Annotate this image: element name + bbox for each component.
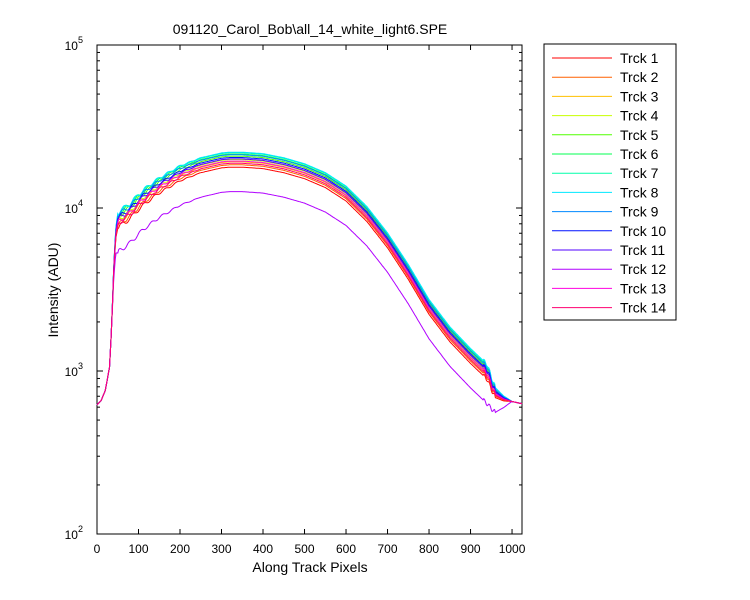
y-axis-ticks: 102 103 104 105 — [65, 35, 522, 542]
y-axis-label: Intensity (ADU) — [45, 243, 61, 338]
legend-label: Trck 1 — [620, 50, 659, 66]
x-axis-label: Along Track Pixels — [252, 559, 367, 575]
legend-label: Trck 13 — [620, 280, 666, 296]
y-tick-label: 105 — [65, 35, 83, 53]
plot-lines — [96, 151, 523, 414]
legend-label: Trck 6 — [620, 146, 659, 162]
x-tick-label: 600 — [336, 542, 356, 556]
x-tick-label: 1000 — [499, 542, 526, 556]
axes-box — [96, 44, 523, 535]
x-tick-label: 700 — [378, 542, 398, 556]
series-line-14 — [96, 162, 523, 406]
chart-title: 091120_Carol_Bob\all_14_white_light6.SPE — [173, 21, 448, 37]
x-tick-label: 500 — [295, 542, 315, 556]
series-line-8 — [96, 151, 523, 406]
series-line-1 — [96, 166, 523, 406]
legend-label: Trck 4 — [620, 108, 659, 124]
series-line-2 — [96, 164, 523, 406]
series-line-5 — [96, 155, 523, 406]
y-tick-label: 103 — [65, 361, 83, 379]
legend-label: Trck 7 — [620, 165, 659, 181]
series-line-11 — [96, 158, 523, 406]
x-tick-label: 200 — [170, 542, 190, 556]
x-tick-label: 300 — [211, 542, 231, 556]
x-tick-label: 900 — [461, 542, 481, 556]
x-axis-ticks: 0 100 200 300 400 500 600 700 800 900 1000 — [94, 45, 526, 556]
legend-label: Trck 10 — [620, 223, 666, 239]
legend-label: Trck 2 — [620, 69, 659, 85]
legend-label: Trck 3 — [620, 88, 659, 104]
legend-label: Trck 12 — [620, 261, 666, 277]
legend: Trck 1 Trck 2 Trck 3 Trck 4 Trck 5 Trck 6 Trck… — [543, 43, 677, 321]
x-tick-label: 400 — [253, 542, 273, 556]
series-line-10 — [96, 157, 523, 406]
y-tick-label: 102 — [65, 524, 83, 542]
legend-label: Trck 8 — [620, 184, 659, 200]
legend-label: Trck 14 — [620, 300, 666, 316]
legend-label: Trck 11 — [620, 242, 665, 258]
series-line-9 — [96, 154, 523, 406]
series-line-3 — [96, 161, 523, 406]
x-tick-label: 800 — [419, 542, 439, 556]
series-line-12 — [96, 191, 523, 414]
x-tick-label: 0 — [94, 542, 101, 556]
legend-label: Trck 5 — [620, 127, 659, 143]
series-line-13 — [96, 160, 523, 406]
legend-box — [543, 43, 677, 321]
x-tick-label: 100 — [128, 542, 148, 556]
legend-label: Trck 9 — [620, 204, 659, 220]
y-tick-label: 104 — [65, 198, 83, 216]
